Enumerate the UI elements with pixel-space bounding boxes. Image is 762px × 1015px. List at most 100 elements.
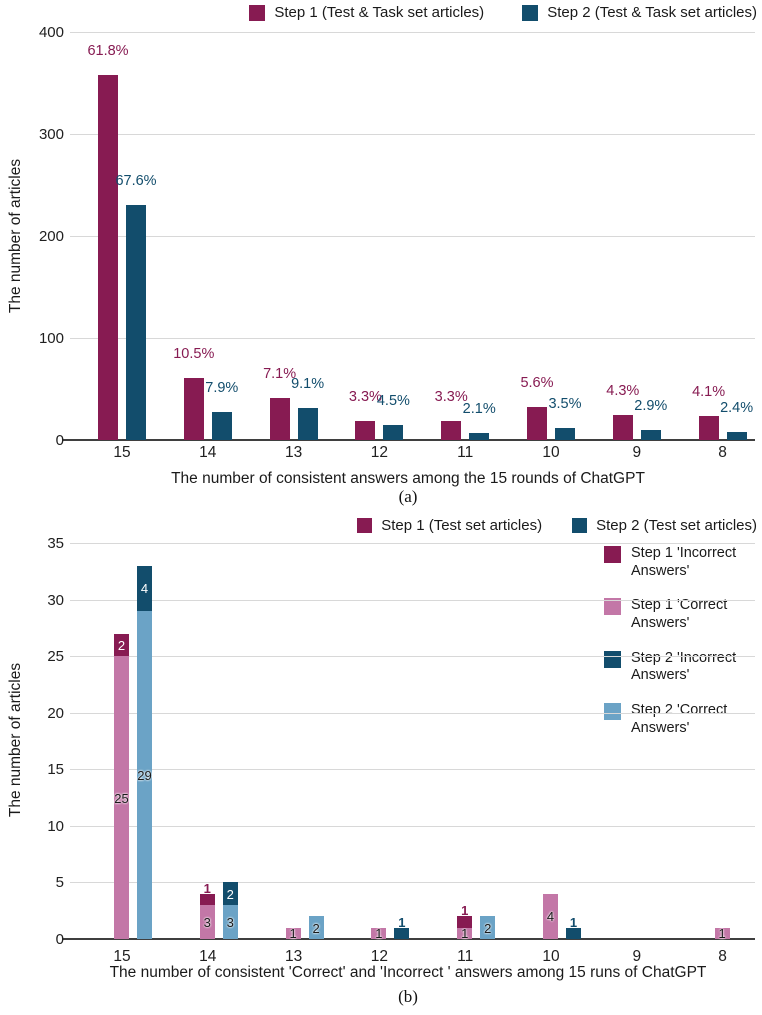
legend-swatch-step1 <box>357 518 373 533</box>
segment-step-1-correct-answers--cat10 <box>543 893 558 939</box>
y-tick-label: 25 <box>47 648 64 666</box>
segment-count-label: 3 <box>226 915 234 931</box>
segment-step-1-incorrect-answers--cat15 <box>114 633 129 657</box>
bar-step2-cat10 <box>555 427 575 440</box>
legend-label-step1: Step 1 (Test set articles) <box>381 517 543 534</box>
bar-step2-cat8 <box>726 431 747 440</box>
bar-step1-cat12 <box>355 420 376 440</box>
legend-item-step2: Step 2 (Test set articles) <box>572 517 757 534</box>
x-axis-line <box>62 938 755 940</box>
sub-legend-item-step-1-incorrect-answers-: Step 1 'Incorrect Answers' <box>604 545 761 580</box>
segment-step-2-correct-answers--cat14 <box>222 905 238 939</box>
segment-step-2-incorrect-answers--cat12 <box>394 927 410 939</box>
percent-label-step2-cat12: 4.5% <box>376 392 410 409</box>
sub-legend-label-step-1-incorrect-answers-: Step 1 'Incorrect Answers' <box>631 545 737 579</box>
legend-swatch-step2 <box>572 518 588 533</box>
segment-count-label: 1 <box>461 926 469 942</box>
legend-item-step1: Step 1 (Test & Task set articles) <box>249 4 484 21</box>
percent-label-step2-cat10: 3.5% <box>548 395 582 412</box>
segment-count-label: 1 <box>569 914 578 930</box>
x-tick-label: 11 <box>457 444 474 461</box>
chart-a-caption: (a) <box>398 487 418 506</box>
gridline-5 <box>70 882 755 884</box>
bar-step2-cat12 <box>383 424 404 440</box>
y-tick-label: 400 <box>38 24 64 41</box>
gridline-20 <box>70 712 755 714</box>
x-tick-label: 9 <box>632 444 642 461</box>
x-tick-label: 13 <box>284 948 303 965</box>
y-tick-label: 0 <box>55 432 64 449</box>
gridline-300 <box>70 134 755 135</box>
x-tick-label: 14 <box>199 444 217 461</box>
bar-step1-cat9 <box>612 414 633 440</box>
bar-step1-cat13 <box>269 398 290 440</box>
percent-label-step1-cat8: 4.1% <box>692 383 726 400</box>
segment-count-label: 4 <box>546 909 555 925</box>
y-tick-label: 10 <box>47 817 64 835</box>
chart-b-legend: Step 1 (Test set articles) Step 2 (Test s… <box>357 517 757 534</box>
sub-legend-label-step-2-correct-answers-: Step 2 'Correct Answers' <box>631 702 728 736</box>
chart-b-caption: (b) <box>398 987 418 1006</box>
y-tick-label: 200 <box>38 228 64 245</box>
gridline-35 <box>70 543 755 544</box>
y-tick-label: 5 <box>55 874 64 892</box>
legend-item-step2: Step 2 (Test & Task set articles) <box>522 4 757 21</box>
chart-b-x-axis-label: The number of consistent 'Correct' and '… <box>109 964 707 981</box>
x-tick-label: 15 <box>113 444 131 461</box>
y-tick-label: 35 <box>47 535 64 552</box>
chart-a: Step 1 (Test & Task set articles) Step 2 … <box>0 0 762 507</box>
x-tick-label: 15 <box>113 948 131 965</box>
sub-legend-label-step-1-correct-answers-: Step 1 'Correct Answers' <box>631 597 728 632</box>
percent-label-step2-cat8: 2.4% <box>720 399 754 416</box>
sub-legend-label-step-2-incorrect-answers-: Step 2 'Incorrect Answers' <box>631 649 737 684</box>
x-tick-label: 10 <box>542 444 560 461</box>
legend-swatch-step1 <box>249 4 266 21</box>
sub-legend-item-step-2-correct-answers-: Step 2 'Correct Answers' <box>604 702 761 737</box>
x-tick-label: 8 <box>718 444 727 461</box>
chart-a-x-axis-label: The number of consistent answers among t… <box>171 470 645 487</box>
percent-label-step1-cat12: 3.3% <box>348 388 382 405</box>
bar-step2-cat13 <box>297 408 318 440</box>
legend-swatch-step2 <box>522 4 539 21</box>
percent-label-step1-cat14: 10.5% <box>173 345 215 362</box>
y-tick-label: 100 <box>38 330 64 347</box>
bar-step2-cat15 <box>126 205 146 440</box>
segment-step-1-correct-answers--cat11 <box>457 927 473 939</box>
percent-label-step1-cat15: 61.8% <box>87 42 129 59</box>
bar-step2-cat14 <box>211 412 232 440</box>
sub-legend-swatch-step-1-correct-answers- <box>604 598 621 616</box>
segment-step-2-correct-answers--cat11 <box>480 916 496 939</box>
percent-label-step2-cat9: 2.9% <box>634 397 668 414</box>
percent-label-step1-cat11: 3.3% <box>434 388 468 405</box>
gridline-25 <box>70 656 755 658</box>
segment-count-label: 2 <box>226 886 234 902</box>
percent-label-step1-cat9: 4.3% <box>606 382 640 399</box>
legend-item-step1: Step 1 (Test set articles) <box>357 517 542 534</box>
percent-label-step2-cat11: 2.1% <box>462 400 496 417</box>
legend-label-step2: Step 2 (Test & Task set articles) <box>547 4 757 21</box>
percent-label-step2-cat13: 9.1% <box>291 376 325 393</box>
bar-step2-cat9 <box>640 429 661 440</box>
segment-step-1-correct-answers--cat8 <box>714 927 730 939</box>
segment-count-label: 29 <box>137 767 152 783</box>
percent-label-step2-cat15: 67.6% <box>115 173 157 190</box>
segment-step-1-correct-answers--cat15 <box>114 656 129 939</box>
percent-label-step1-cat10: 5.6% <box>520 375 554 392</box>
bar-step2-cat11 <box>469 432 490 440</box>
segment-count-label: 2 <box>117 637 126 653</box>
x-tick-label: 10 <box>542 948 560 965</box>
x-axis-line <box>62 439 755 441</box>
segment-step-2-incorrect-answers--cat10 <box>566 927 581 939</box>
segment-count-label: 1 <box>718 926 726 942</box>
segment-count-label: 1 <box>461 903 469 919</box>
segment-count-label: 4 <box>140 581 149 597</box>
segment-count-label: 2 <box>484 920 492 936</box>
gridline-15 <box>70 769 755 771</box>
legend-label-step2: Step 2 (Test set articles) <box>596 517 757 534</box>
chart-b-sub-legend: Step 1 'Incorrect Answers' Step 1 'Correc… <box>604 545 761 738</box>
sub-legend-item-step-2-incorrect-answers-: Step 2 'Incorrect Answers' <box>604 650 761 685</box>
segment-step-2-correct-answers--cat15 <box>137 610 152 939</box>
segment-count-label: 25 <box>114 790 129 806</box>
gridline-400 <box>70 32 755 33</box>
bar-step1-cat8 <box>698 415 719 440</box>
